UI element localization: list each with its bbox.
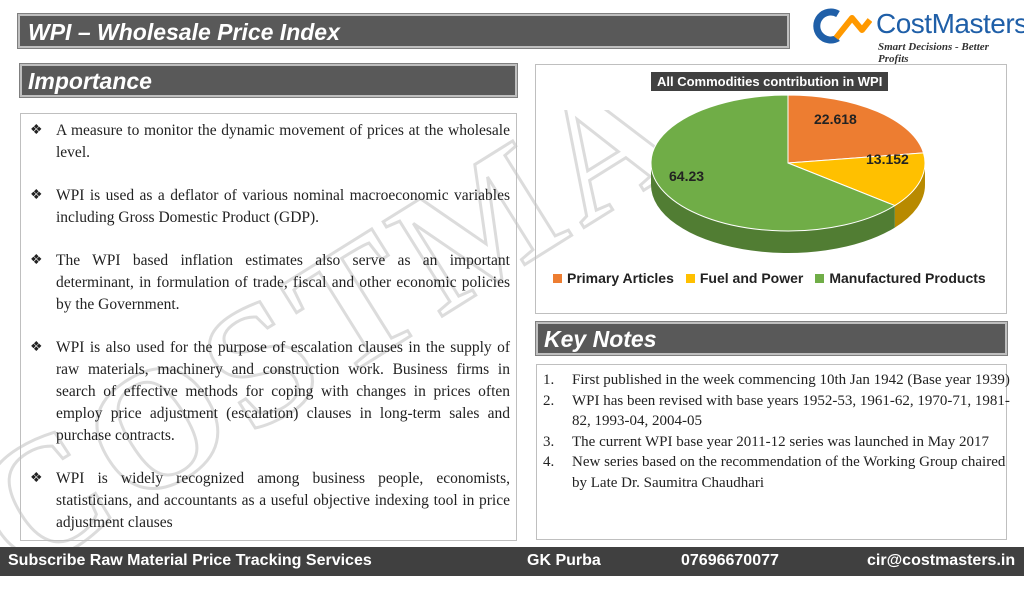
legend-swatch xyxy=(815,273,825,283)
list-item: 2. WPI has been revised with base years 1… xyxy=(543,392,1010,430)
pie-label-primary-articles: 22.618 xyxy=(814,111,857,127)
key-notes-list: 1. First published in the week commencing… xyxy=(541,370,1011,493)
pie-slice-side xyxy=(894,163,925,228)
logo-brand: CostMasters xyxy=(876,8,1024,39)
pie-label-manufactured-products: 64.23 xyxy=(669,168,705,184)
legend-item: Fuel and Power xyxy=(685,270,803,286)
list-item: ❖ WPI is also used for the purpose of esc… xyxy=(30,339,510,444)
key-notes-heading: Key Notes xyxy=(544,326,657,352)
footer-service: Subscribe Raw Material Price Tracking Se… xyxy=(8,552,372,569)
pie-slice-fuel-and-power xyxy=(787,152,926,207)
list-item: ❖ WPI is widely recognized among business… xyxy=(30,470,510,531)
chart-legend: Primary Articles Fuel and Power Manufact… xyxy=(553,270,986,286)
importance-heading-bar: Importance xyxy=(20,64,517,97)
diamond-bullet-icon: ❖ xyxy=(30,253,43,268)
pie-slice-manufactured-products xyxy=(650,94,896,232)
footer-bar: Subscribe Raw Material Price Tracking Se… xyxy=(0,547,1024,576)
key-notes-panel xyxy=(536,364,1007,540)
legend-item: Primary Articles xyxy=(553,270,674,286)
company-logo: CostMasters Smart Decisions - Better Pro… xyxy=(812,8,1024,65)
diamond-bullet-icon: ❖ xyxy=(30,340,43,355)
chart-title: All Commodities contribution in WPI xyxy=(651,72,889,91)
list-item: 1. First published in the week commencing… xyxy=(543,372,1010,388)
footer-email[interactable]: cir@costmasters.in xyxy=(867,552,1016,569)
logo-tagline: Smart Decisions - Better Profits xyxy=(878,41,989,65)
pie-label-fuel-and-power: 13.152 xyxy=(866,151,909,167)
pie-slice-primary-articles xyxy=(787,94,925,164)
legend-swatch xyxy=(553,273,562,283)
page-title: WPI – Wholesale Price Index xyxy=(28,19,340,45)
logo-mark-icon xyxy=(813,8,872,44)
legend-swatch xyxy=(685,273,695,283)
list-item: ❖ WPI is used as a deflator of various no… xyxy=(30,187,510,226)
diamond-bullet-icon: ❖ xyxy=(30,123,43,138)
pie-slice-side xyxy=(651,163,895,253)
page-title-bar: WPI – Wholesale Price Index xyxy=(18,14,789,48)
legend-item: Manufactured Products xyxy=(815,270,986,286)
list-item: 4. New series based on the recommendation… xyxy=(543,454,1006,491)
chart-panel xyxy=(535,64,1007,314)
diamond-bullet-icon: ❖ xyxy=(30,188,43,203)
importance-list: ❖ A measure to monitor the dynamic moveme… xyxy=(30,120,510,555)
pie-chart xyxy=(650,94,926,253)
list-item: ❖ The WPI based inflation estimates also … xyxy=(30,252,510,313)
diamond-bullet-icon: ❖ xyxy=(30,471,43,486)
key-notes-heading-bar: Key Notes xyxy=(536,322,1007,355)
footer-contact-name: GK Purba xyxy=(527,552,601,569)
list-item: ❖ A measure to monitor the dynamic moveme… xyxy=(30,122,510,161)
footer-phone[interactable]: 07696670077 xyxy=(681,552,779,569)
importance-heading: Importance xyxy=(28,68,152,94)
importance-panel xyxy=(20,113,517,541)
list-item: 3. The current WPI base year 2011-12 seri… xyxy=(543,433,989,450)
